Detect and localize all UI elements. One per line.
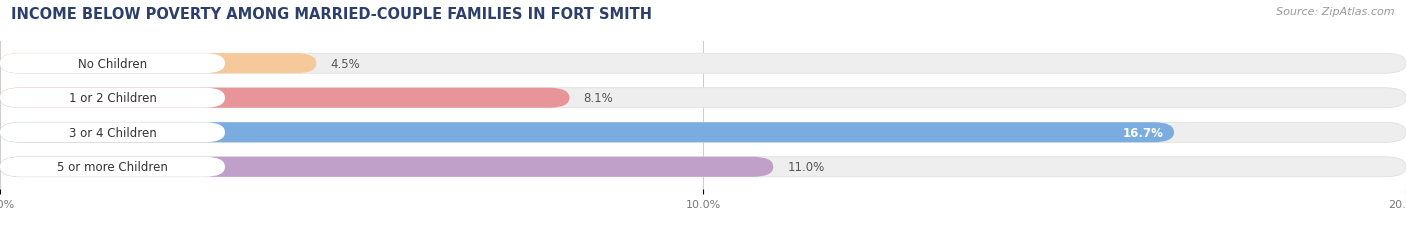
Text: 16.7%: 16.7% (1122, 126, 1164, 139)
Text: INCOME BELOW POVERTY AMONG MARRIED-COUPLE FAMILIES IN FORT SMITH: INCOME BELOW POVERTY AMONG MARRIED-COUPL… (11, 7, 652, 22)
Text: 1 or 2 Children: 1 or 2 Children (69, 92, 156, 105)
FancyBboxPatch shape (0, 157, 1406, 177)
Text: 5 or more Children: 5 or more Children (58, 161, 167, 173)
FancyBboxPatch shape (0, 88, 569, 108)
Text: 4.5%: 4.5% (330, 58, 360, 70)
Text: 8.1%: 8.1% (583, 92, 613, 105)
FancyBboxPatch shape (0, 123, 1174, 143)
FancyBboxPatch shape (0, 123, 225, 143)
FancyBboxPatch shape (0, 54, 1406, 74)
FancyBboxPatch shape (0, 157, 225, 177)
Text: 11.0%: 11.0% (787, 161, 824, 173)
Text: No Children: No Children (77, 58, 148, 70)
FancyBboxPatch shape (0, 54, 316, 74)
FancyBboxPatch shape (0, 88, 1406, 108)
Text: Source: ZipAtlas.com: Source: ZipAtlas.com (1277, 7, 1395, 17)
FancyBboxPatch shape (0, 88, 225, 108)
FancyBboxPatch shape (0, 54, 225, 74)
FancyBboxPatch shape (0, 157, 773, 177)
FancyBboxPatch shape (0, 123, 1406, 143)
Text: 3 or 4 Children: 3 or 4 Children (69, 126, 156, 139)
